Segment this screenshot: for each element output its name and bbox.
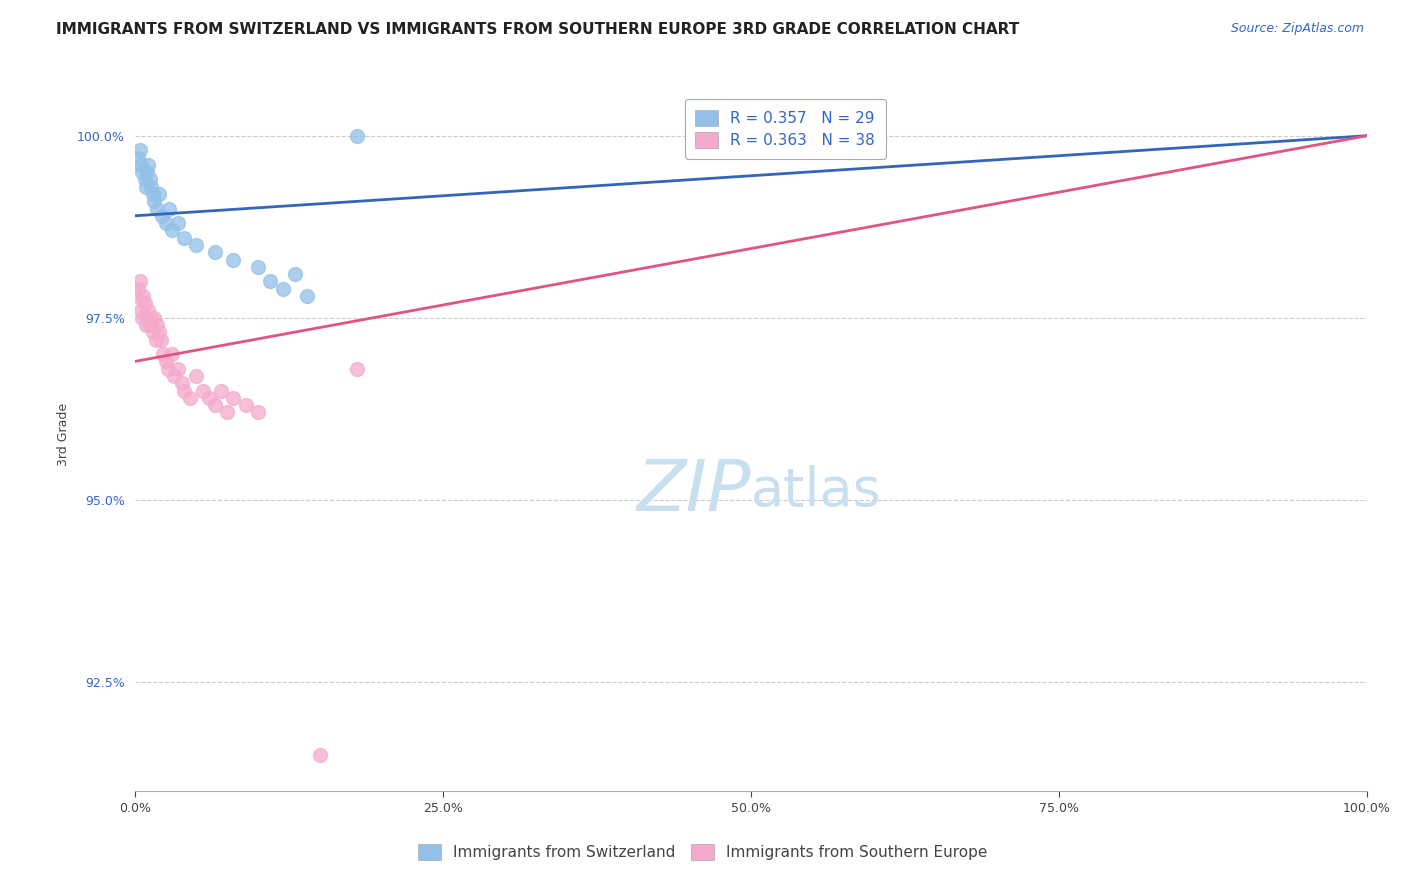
Point <box>145 333 167 347</box>
Point <box>146 318 169 332</box>
Point <box>235 398 257 412</box>
Point <box>160 347 183 361</box>
Point <box>128 274 150 288</box>
Point <box>129 303 152 318</box>
Point <box>222 391 245 405</box>
Point <box>197 391 219 405</box>
Point <box>246 260 269 274</box>
Point <box>163 369 186 384</box>
Point <box>186 369 208 384</box>
Point <box>148 326 170 340</box>
Point <box>149 333 172 347</box>
Point <box>259 274 281 288</box>
Text: IMMIGRANTS FROM SWITZERLAND VS IMMIGRANTS FROM SOUTHERN EUROPE 3RD GRADE CORRELA: IMMIGRANTS FROM SWITZERLAND VS IMMIGRANT… <box>56 22 1019 37</box>
Text: ZIP: ZIP <box>637 457 751 526</box>
Point <box>173 230 195 244</box>
Point <box>284 267 307 281</box>
Point <box>127 151 149 165</box>
Point <box>148 186 170 201</box>
Point <box>166 216 188 230</box>
Point <box>134 296 156 310</box>
Point <box>297 289 319 303</box>
Point <box>204 398 226 412</box>
Point <box>143 310 166 325</box>
Point <box>156 361 179 376</box>
Point <box>222 252 245 267</box>
Point <box>246 405 269 419</box>
Point <box>139 179 162 194</box>
Point <box>138 318 160 332</box>
Point <box>150 209 173 223</box>
Y-axis label: 3rd Grade: 3rd Grade <box>58 402 70 466</box>
Point <box>132 289 155 303</box>
Point <box>128 143 150 157</box>
Point <box>179 391 201 405</box>
Point <box>173 384 195 398</box>
Point <box>138 172 160 186</box>
Point <box>209 384 232 398</box>
Point <box>346 128 368 143</box>
Point <box>129 158 152 172</box>
Point <box>127 282 149 296</box>
Point <box>136 165 159 179</box>
Point <box>346 361 368 376</box>
Point <box>136 158 159 172</box>
Point <box>155 354 177 368</box>
Point <box>139 310 162 325</box>
Point <box>155 216 177 230</box>
Point <box>143 194 166 209</box>
Point <box>136 303 159 318</box>
Point <box>142 326 165 340</box>
Point <box>131 310 153 325</box>
Legend: Immigrants from Switzerland, Immigrants from Southern Europe: Immigrants from Switzerland, Immigrants … <box>412 838 994 866</box>
Point <box>271 282 294 296</box>
Point <box>204 245 226 260</box>
Point <box>186 238 208 252</box>
Point <box>160 223 183 237</box>
Point <box>135 179 157 194</box>
Point <box>170 376 193 391</box>
Point <box>136 310 159 325</box>
Legend: R = 0.357   N = 29, R = 0.363   N = 38: R = 0.357 N = 29, R = 0.363 N = 38 <box>685 99 886 159</box>
Point <box>135 318 157 332</box>
Point <box>127 289 149 303</box>
Point <box>142 186 165 201</box>
Text: Source: ZipAtlas.com: Source: ZipAtlas.com <box>1230 22 1364 36</box>
Point <box>191 384 214 398</box>
Text: atlas: atlas <box>751 466 882 517</box>
Point <box>217 405 239 419</box>
Point <box>308 747 330 762</box>
Point <box>131 165 153 179</box>
Point <box>134 172 156 186</box>
Point <box>152 347 174 361</box>
Point <box>157 202 180 216</box>
Point <box>166 361 188 376</box>
Point <box>146 202 169 216</box>
